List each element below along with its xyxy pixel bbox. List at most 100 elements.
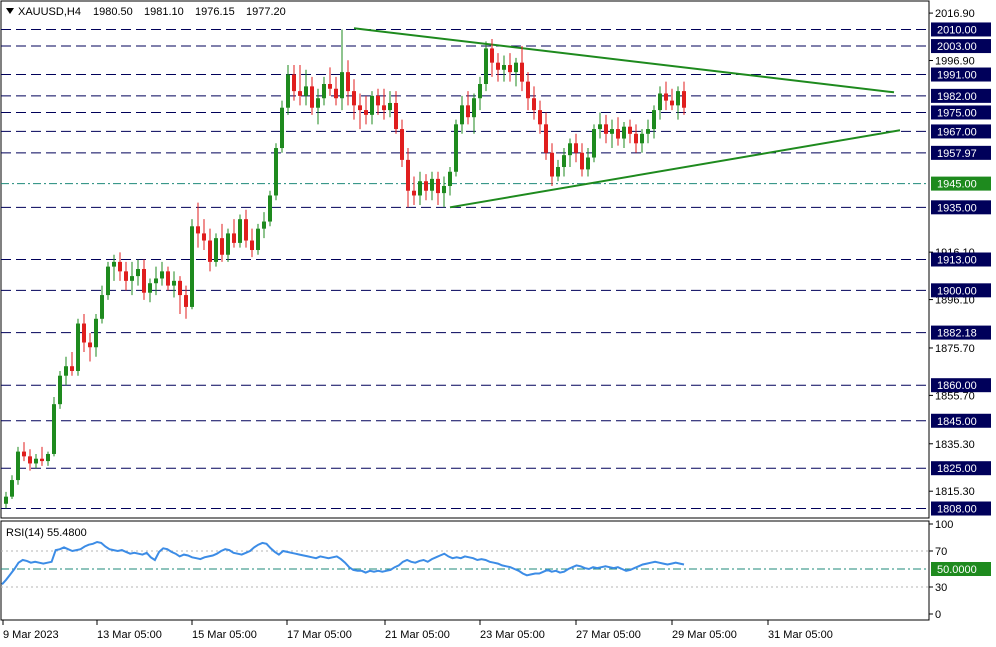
candle-body (196, 226, 200, 234)
candle-body (610, 129, 614, 134)
rsi-tick-label: 30 (935, 582, 947, 594)
candle-body (406, 159, 410, 191)
candle-body (352, 91, 356, 106)
candle-body (370, 95, 374, 115)
candle-body (106, 266, 110, 296)
candle-body (322, 84, 326, 99)
candle-body (442, 185, 446, 194)
level-label: 1882.18 (937, 328, 977, 340)
level-label-box (931, 176, 991, 191)
candle-body (94, 318, 98, 348)
level-label-box (931, 67, 991, 82)
candle-body (250, 240, 254, 251)
candle-body (22, 451, 26, 457)
candle-body (208, 240, 212, 262)
candle-body (622, 126, 626, 139)
candle-body (508, 65, 512, 73)
candle-body (262, 221, 266, 229)
candle-body (100, 295, 104, 319)
rsi-level-label-box (931, 562, 991, 576)
level-label-box (931, 283, 991, 298)
candle-body (136, 268, 140, 277)
time-tick-label: 13 Mar 05:00 (97, 629, 162, 641)
price-tick-label: 2016.90 (935, 8, 975, 20)
candle-body (76, 323, 80, 371)
candle-body (88, 342, 92, 348)
time-tick-label: 23 Mar 05:00 (480, 629, 545, 641)
rsi-tick-label: 0 (935, 609, 941, 621)
candle-body (412, 190, 416, 196)
symbol-timeframe: XAUUSD,H4 (18, 6, 81, 18)
level-label-box (931, 252, 991, 267)
candle-body (310, 86, 314, 108)
candle-body (82, 323, 86, 343)
candle-body (544, 124, 548, 153)
dropdown-triangle-icon[interactable] (6, 8, 14, 14)
candle-body (298, 91, 302, 96)
candle-body (538, 110, 542, 125)
price-axis: 2016.901996.901916.101896.101875.701855.… (929, 8, 991, 516)
candle-body (112, 261, 116, 267)
candle-body (220, 238, 224, 255)
candle-body (634, 133, 638, 144)
candle-body (58, 375, 62, 405)
level-label: 1808.00 (937, 504, 977, 516)
candle-body (238, 219, 242, 243)
candle-body (364, 110, 368, 115)
level-label-box (931, 461, 991, 476)
level-label: 1860.00 (937, 380, 977, 392)
candle-body (304, 86, 308, 96)
candle-body (418, 181, 422, 196)
candle-body (280, 107, 284, 149)
candle-body (124, 271, 128, 281)
rsi-line (1, 540, 685, 585)
level-label: 1967.00 (937, 126, 977, 138)
candlesticks (4, 29, 686, 509)
candle-body (256, 228, 260, 251)
candle-body (400, 129, 404, 160)
candle-body (34, 458, 38, 464)
rsi-indicator: 100 70 50.0000 30 0 (1, 519, 991, 621)
candle-body (568, 143, 572, 156)
candle-body (550, 152, 554, 177)
candle-body (64, 366, 68, 376)
candle-body (652, 110, 656, 130)
candle-body (460, 105, 464, 125)
time-tick-label: 21 Mar 05:00 (385, 629, 450, 641)
level-label-box (931, 413, 991, 428)
candle-body (598, 124, 602, 130)
candle-body (28, 456, 32, 464)
candle-body (268, 195, 272, 222)
trendline-upper (353, 27, 895, 94)
candle-body (184, 295, 188, 307)
candle-body (190, 226, 194, 307)
candle-body (382, 105, 386, 111)
level-label-box (931, 325, 991, 340)
candle-body (130, 276, 134, 281)
price-tick-label: 1835.30 (935, 439, 975, 451)
rsi-tick-label: 100 (935, 519, 953, 531)
ohlc-close: 1977.20 (246, 6, 286, 18)
time-tick-label: 15 Mar 05:00 (192, 629, 257, 641)
candle-body (448, 171, 452, 186)
level-label: 1900.00 (937, 285, 977, 297)
time-tick-label: 17 Mar 05:00 (287, 629, 352, 641)
candle-body (640, 133, 644, 144)
candle-body (46, 453, 50, 462)
ohlc-open: 1980.50 (93, 6, 133, 18)
candle-body (16, 451, 20, 481)
ohlc-high: 1981.10 (144, 6, 184, 18)
candle-body (532, 98, 536, 111)
candle-body (682, 91, 686, 108)
candle-body (472, 98, 476, 118)
candle-body (154, 278, 158, 284)
candle-body (520, 62, 524, 82)
level-label-box (931, 22, 991, 37)
candle-body (604, 124, 608, 134)
candle-body (292, 74, 296, 92)
candle-body (388, 102, 392, 111)
candle-body (562, 155, 566, 168)
candle-body (676, 91, 680, 106)
time-tick-label: 29 Mar 05:00 (672, 629, 737, 641)
level-label-box (931, 501, 991, 516)
